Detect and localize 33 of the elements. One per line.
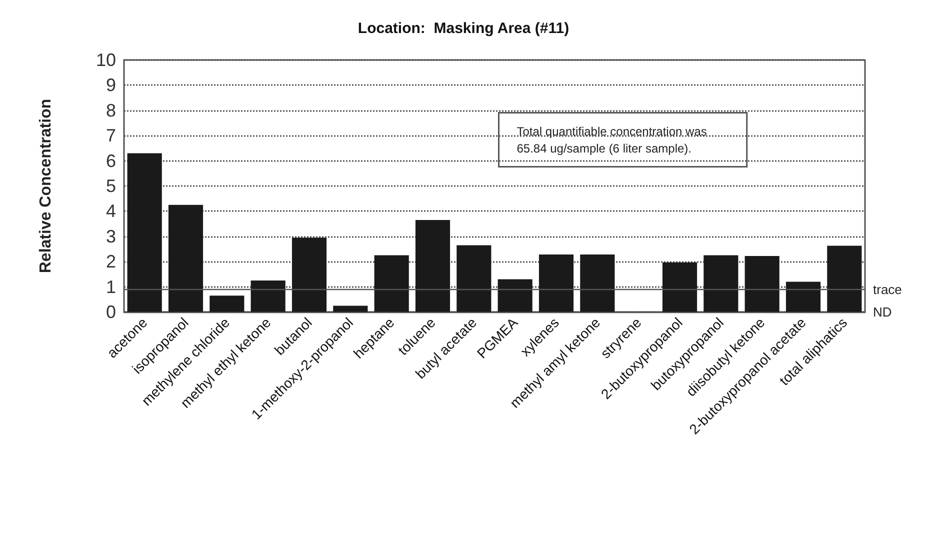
chart-title: Location: Masking Area (#11) bbox=[358, 20, 570, 37]
ref-line-label: trace bbox=[873, 282, 902, 297]
y-tick-label: 5 bbox=[106, 176, 116, 196]
bar bbox=[456, 245, 492, 312]
y-tick-label: 1 bbox=[106, 276, 116, 297]
bar bbox=[662, 262, 698, 312]
y-tick-label: 4 bbox=[106, 201, 116, 222]
bar bbox=[250, 280, 286, 312]
y-axis-title: Relative Concentration bbox=[38, 98, 54, 274]
y-tick-label: 3 bbox=[106, 226, 116, 246]
bar bbox=[374, 255, 409, 312]
bar bbox=[127, 153, 162, 312]
y-tick-label: 0 bbox=[106, 302, 116, 322]
bar bbox=[827, 246, 862, 312]
y-tick-label: 9 bbox=[106, 75, 116, 96]
bar bbox=[538, 254, 574, 312]
y-tick-label: 6 bbox=[106, 150, 116, 171]
bar bbox=[333, 306, 368, 312]
y-tick-label: 7 bbox=[106, 126, 116, 146]
bar bbox=[580, 254, 615, 312]
annotation: Total quantifiable concentration was 65.84 ug/sample (6 liter sample). bbox=[516, 124, 707, 156]
y-tick-label: 10 bbox=[96, 50, 116, 70]
bar bbox=[786, 282, 821, 312]
bar bbox=[704, 255, 738, 312]
bar bbox=[168, 204, 204, 312]
bar bbox=[292, 238, 327, 312]
bar bbox=[498, 279, 532, 312]
y-tick-label: 2 bbox=[106, 252, 116, 272]
bar bbox=[744, 256, 780, 312]
bar bbox=[415, 220, 450, 312]
ref-line-label: ND bbox=[873, 304, 892, 320]
y-tick-label: 8 bbox=[106, 100, 116, 120]
bar bbox=[210, 296, 244, 312]
